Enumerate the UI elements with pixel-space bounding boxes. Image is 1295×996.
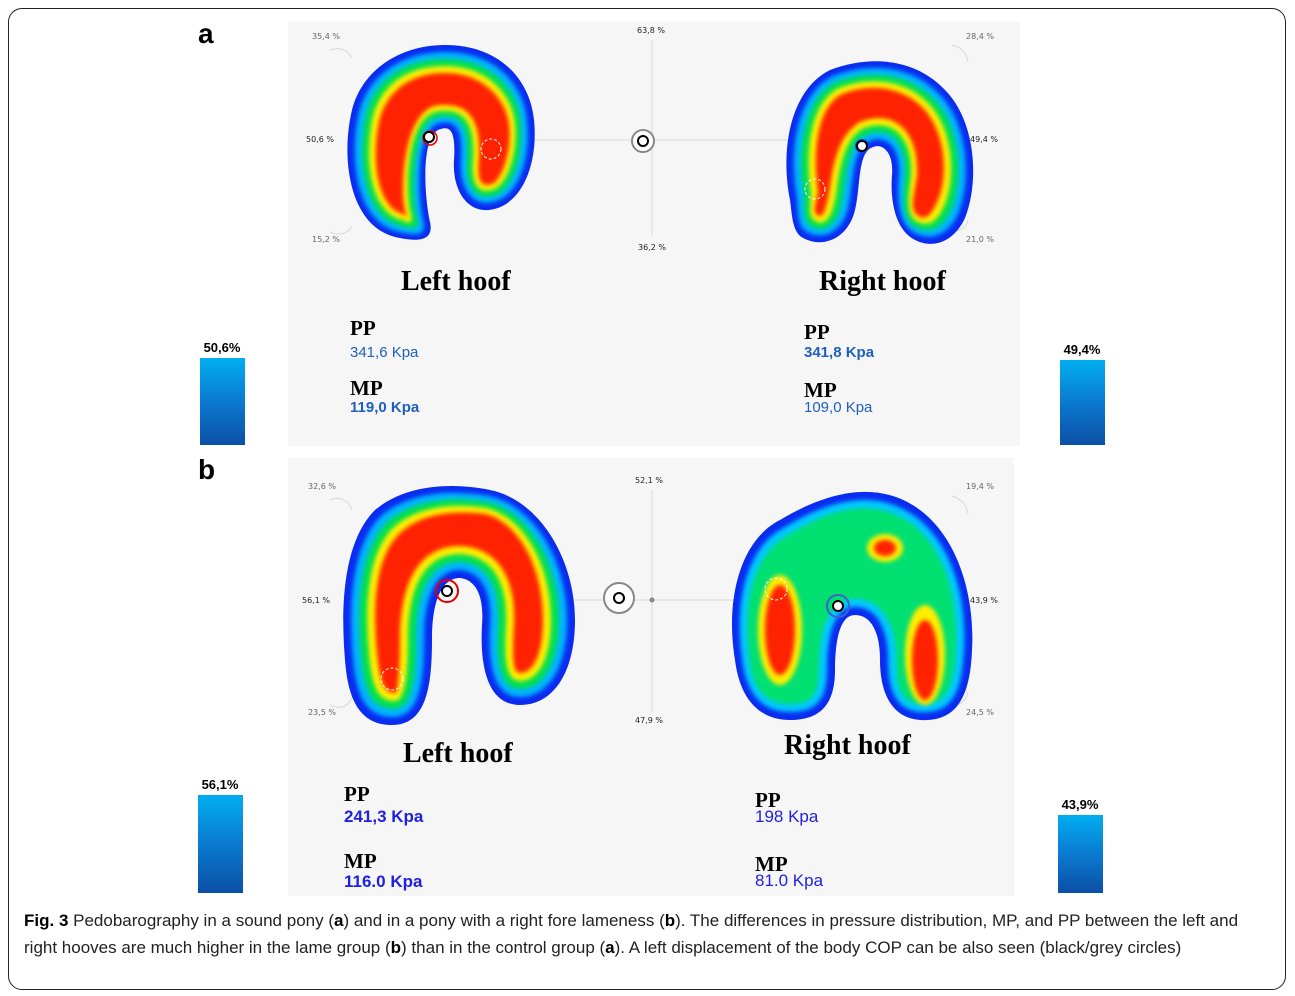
panel-a-pct-top-left: 35,4 % <box>312 32 340 41</box>
panel-b-pct-top-left: 32,6 % <box>308 482 336 491</box>
figure-caption: Fig. 3 Pedobarography in a sound pony (a… <box>24 908 1269 961</box>
panel-b-left-bar-label: 56,1% <box>201 777 239 792</box>
panel-a-pct-bottom-right: 21,0 % <box>966 235 994 244</box>
panel-a-left-pp-value: 341,6 Kpa <box>350 344 419 361</box>
panel-a-left-hoof-map <box>347 45 535 240</box>
panel-a-left-mp-value: 119,0 Kpa <box>350 399 420 416</box>
caption-ref-b-2: b <box>390 937 402 957</box>
panel-b-left-pp-label: PP <box>344 782 370 806</box>
panel-a-left-hoof-title: Left hoof <box>401 266 511 297</box>
panel-a-right-hoof-map <box>786 61 974 244</box>
caption-text-4: ) than in the control group ( <box>401 937 606 957</box>
panel-b-right-mp-value: 81.0 Kpa <box>755 871 824 890</box>
panel-b-right-bar-label: 43,9% <box>1061 797 1099 812</box>
panel-a-letter: a <box>198 18 214 49</box>
panel-b-left-mp-value: 116.0 Kpa <box>344 872 423 891</box>
panel-b-left-load-bar <box>198 795 243 893</box>
panel-b-right-hoof-map <box>732 491 973 721</box>
caption-ref-a-2: a <box>605 937 615 957</box>
panel-a-right-mp-value: 109,0 Kpa <box>804 399 873 416</box>
caption-text-1: Pedobarography in a sound pony ( <box>68 911 334 930</box>
panel-b-left-hoof-title: Left hoof <box>403 738 513 769</box>
panel-b-pct-mid-right: 43,9 % <box>970 596 998 605</box>
panel-a-pct-top-center: 63,8 % <box>637 26 665 35</box>
caption-text-3: ). The differences in pressure distribut… <box>24 911 1239 957</box>
panel-b-pct-bottom-left: 23,5 % <box>308 708 336 717</box>
panel-b-cop-marker <box>603 582 655 614</box>
panel-a-cop-marker <box>631 129 655 153</box>
panel-a-left-load-bar <box>200 358 245 445</box>
panel-b-pct-top-center: 52,1 % <box>635 476 663 485</box>
panel-b-right-mp-label: MP <box>755 852 788 876</box>
panel-a-pct-bottom-left: 15,2 % <box>312 235 340 244</box>
panel-b-letter: b <box>198 454 216 485</box>
panel-a-right-bar-label: 49,4% <box>1063 342 1101 357</box>
panel-b-right-pp-label: PP <box>755 788 781 812</box>
panel-a-pct-bottom-center: 36,2 % <box>638 243 666 252</box>
panel-a-pct-top-right: 28,4 % <box>966 32 994 41</box>
panel-a-right-pp-label: PP <box>804 320 830 344</box>
panel-b-left-hoof-map <box>343 486 575 725</box>
caption-text-2: ) and in a pony with a right fore lamene… <box>343 911 665 930</box>
panel-b-left-mp-label: MP <box>344 849 377 873</box>
caption-text-5: ). A left displacement of the body COP c… <box>614 937 1182 957</box>
caption-figure-label: Fig. 3 <box>24 911 69 930</box>
panel-a-left-mp-label: MP <box>350 376 383 400</box>
panel-a-right-hoof-title: Right hoof <box>819 266 946 297</box>
panel-b-pct-mid-left: 56,1 % <box>302 596 330 605</box>
panel-b-pct-bottom-center: 47,9 % <box>635 716 663 725</box>
panel-a-right-pp-value: 341,8 Kpa <box>804 344 875 361</box>
panel-b-right-hoof-title: Right hoof <box>784 730 911 761</box>
figure-frame <box>8 8 1286 990</box>
panel-b-left-pp-value: 241,3 Kpa <box>344 807 424 826</box>
caption-ref-a-1: a <box>333 911 344 930</box>
panel-b-pct-bottom-right: 24,5 % <box>966 708 994 717</box>
panel-a-right-load-bar <box>1060 360 1105 445</box>
panel-a-right-mp-label: MP <box>804 378 837 402</box>
panel-a-left-bar-label: 50,6% <box>203 340 241 355</box>
panel-b-pct-top-right: 19,4 % <box>966 482 994 491</box>
panel-a-pct-mid-left: 50,6 % <box>306 135 334 144</box>
caption-ref-b-1: b <box>664 911 676 930</box>
panel-b-right-load-bar <box>1058 815 1103 893</box>
panel-a-pct-mid-right: 49,4 % <box>970 135 998 144</box>
panel-b-right-pp-value: 198 Kpa <box>755 807 819 826</box>
panel-a-left-pp-label: PP <box>350 316 376 340</box>
